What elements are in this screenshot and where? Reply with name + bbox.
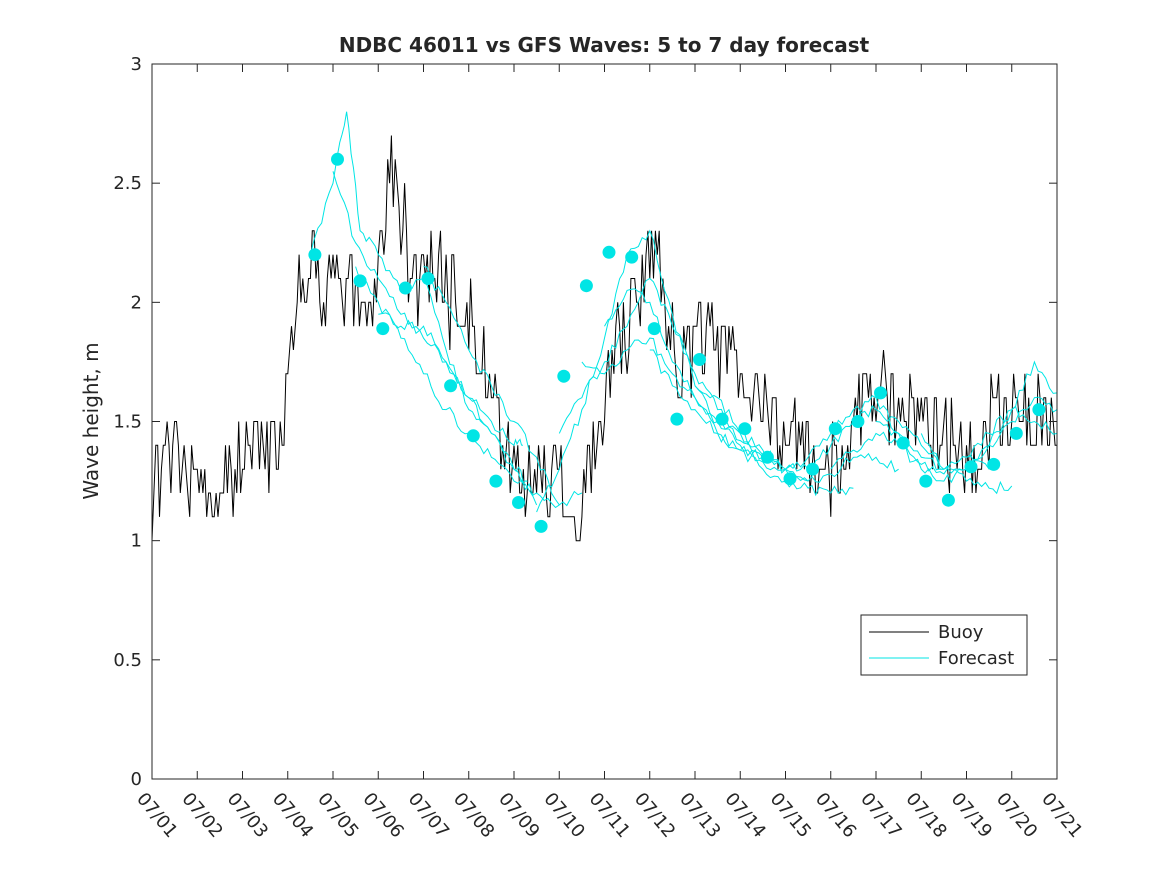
forecast-series-line-10 [649, 349, 854, 497]
forecast-series-line-11 [694, 385, 899, 483]
forecast-marker-18 [693, 353, 706, 366]
forecast-marker-32 [1009, 426, 1023, 440]
forecast-marker-15 [625, 250, 639, 264]
forecast-series-line-2 [332, 171, 538, 506]
forecast-marker-3 [353, 274, 367, 288]
legend-label-2: Forecast [938, 648, 1014, 669]
forecast-marker-12 [557, 369, 571, 383]
forecast-marker-1 [308, 248, 322, 262]
forecast-marker-9 [489, 474, 503, 488]
forecast-series-line-5 [423, 266, 583, 507]
forecast-marker-24 [828, 422, 842, 436]
forecast-marker-8 [466, 429, 480, 443]
y-tick-label: 0 [131, 769, 142, 790]
forecast-marker-26 [874, 386, 887, 400]
forecast-marker-2 [331, 152, 344, 166]
y-tick-label: 3 [131, 54, 142, 75]
forecast-marker-30 [964, 460, 978, 474]
forecast-marker-19 [715, 412, 729, 426]
forecast-series-line-4 [378, 312, 524, 447]
forecast-marker-13 [579, 279, 593, 293]
forecast-series-line-16 [920, 433, 1013, 495]
forecast-marker-31 [987, 457, 1001, 471]
plot-area [151, 111, 1058, 542]
forecast-series-line-13 [785, 395, 990, 471]
forecast-marker-10 [512, 496, 525, 509]
forecast-marker-27 [896, 436, 910, 450]
buoy-series-line [151, 135, 1057, 542]
forecast-marker-14 [602, 245, 616, 259]
y-tick-label: 1 [131, 531, 142, 552]
forecast-marker-17 [670, 412, 684, 426]
y-tick-label: 2 [131, 292, 142, 313]
forecast-marker-29 [941, 493, 955, 507]
forecast-marker-11 [534, 519, 548, 533]
forecast-marker-23 [806, 462, 820, 476]
y-tick-label: 1.5 [113, 412, 142, 433]
forecast-marker-20 [738, 422, 752, 436]
forecast-marker-7 [444, 379, 458, 393]
forecast-marker-22 [783, 472, 797, 486]
legend: Buoy Forecast [860, 614, 1028, 676]
forecast-series-line-6 [536, 229, 741, 513]
legend-label-1: Buoy [938, 622, 984, 643]
forecast-marker-5 [398, 281, 412, 295]
forecast-marker-28 [919, 474, 933, 488]
y-tick-label: 0.5 [113, 650, 142, 671]
legend-box [860, 614, 1028, 676]
forecast-marker-25 [851, 415, 865, 428]
forecast-series-line-12 [740, 404, 944, 472]
y-tick-label: 2.5 [113, 173, 142, 194]
forecast-marker-4 [376, 322, 390, 336]
forecast-marker-6 [421, 272, 435, 285]
forecast-series-line-14 [830, 396, 1058, 484]
forecast-series-line-8 [581, 337, 786, 474]
forecast-marker-16 [647, 322, 661, 336]
chart-title: NDBC 46011 vs GFS Waves: 5 to 7 day fore… [339, 33, 870, 57]
forecast-marker-33 [1032, 403, 1046, 417]
forecast-series-line-9 [604, 288, 809, 482]
forecast-series-line-17 [966, 405, 1058, 458]
forecast-marker-21 [760, 450, 774, 464]
y-axis-label: Wave height, m [79, 342, 103, 499]
